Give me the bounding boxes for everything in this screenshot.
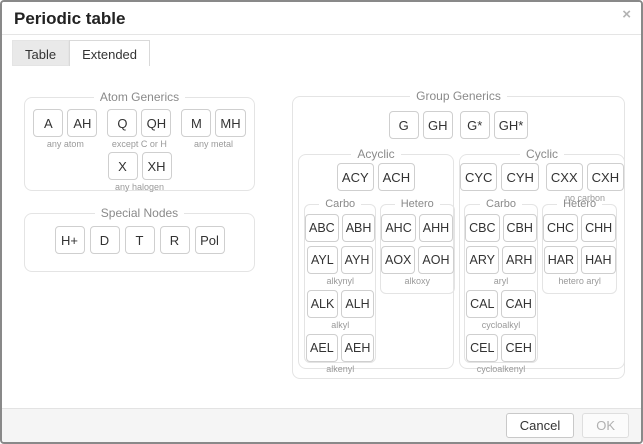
cyclic-carbo-section: Carbo CBC CBH ARY ARH aryl CAL CAH cycloalk… — [464, 198, 538, 374]
btn-cxx[interactable]: CXX — [545, 163, 583, 191]
btn-ael[interactable]: AEL — [306, 334, 338, 362]
btn-ayl[interactable]: AYL — [306, 246, 338, 274]
except-c-or-h-group: Q QH except C or H — [107, 109, 172, 149]
alkenyl-caption: alkenyl — [326, 364, 355, 374]
btn-d[interactable]: D — [89, 226, 120, 254]
cyclic-carbo-legend: Carbo — [486, 198, 516, 210]
special-nodes-row: H+ D T R Pol — [25, 226, 254, 254]
btn-ceh[interactable]: CEH — [501, 334, 536, 362]
dialog-title: Periodic table — [14, 9, 126, 28]
btn-abc[interactable]: ABC — [305, 214, 339, 242]
atom-generics-row2: X XH any halogen — [25, 152, 254, 192]
btn-gh[interactable]: GH — [422, 111, 453, 139]
btn-alh[interactable]: ALH — [341, 290, 374, 318]
cyclic-hetero-section: Hetero CHC CHH HAR HAH hetero aryl — [542, 198, 618, 294]
tab-bar: Table Extended — [12, 40, 151, 66]
btn-ayh[interactable]: AYH — [340, 246, 374, 274]
atom-generics-row1: A AH any atom Q QH except C or H M MH any m… — [25, 109, 254, 149]
btn-aox[interactable]: AOX — [381, 246, 416, 274]
alkoxy-caption: alkoxy — [404, 276, 430, 286]
cyclic-hetero-legend: Hetero — [563, 198, 597, 210]
btn-xh[interactable]: XH — [141, 152, 172, 180]
btn-cah[interactable]: CAH — [501, 290, 536, 318]
btn-gh-star[interactable]: GH* — [493, 111, 529, 139]
btn-q[interactable]: Q — [107, 109, 138, 137]
alkyl-caption: alkyl — [331, 320, 350, 330]
btn-cxh[interactable]: CXH — [586, 163, 625, 191]
tab-extended[interactable]: Extended — [69, 40, 151, 66]
special-nodes-legend: Special Nodes — [100, 206, 179, 220]
btn-qh[interactable]: QH — [141, 109, 172, 137]
atom-generics-legend: Atom Generics — [99, 90, 180, 104]
btn-alk[interactable]: ALK — [306, 290, 339, 318]
btn-cal[interactable]: CAL — [466, 290, 499, 318]
any-atom-group: A AH any atom — [33, 109, 98, 149]
acyclic-hetero-section: Hetero AHC AHH AOX AOH alkoxy — [380, 198, 455, 294]
btn-r[interactable]: R — [159, 226, 190, 254]
acyclic-carbo-legend: Carbo — [325, 198, 356, 210]
btn-ary[interactable]: ARY — [465, 246, 500, 274]
btn-x[interactable]: X — [107, 152, 138, 180]
btn-aeh[interactable]: AEH — [340, 334, 375, 362]
btn-arh[interactable]: ARH — [502, 246, 537, 274]
btn-a[interactable]: A — [33, 109, 64, 137]
cyclic-section: Cyclic CYC CYH CXX CXH no carbon — [459, 147, 626, 369]
btn-g-star[interactable]: G* — [459, 111, 490, 139]
btn-m[interactable]: M — [181, 109, 212, 137]
special-nodes-section: Special Nodes H+ D T R Pol — [24, 206, 255, 272]
cycloalkenyl-caption: cycloalkenyl — [476, 364, 526, 374]
any-metal-caption: any metal — [193, 139, 234, 149]
btn-cbh[interactable]: CBH — [502, 214, 537, 242]
btn-har[interactable]: HAR — [543, 246, 579, 274]
group-generics-section: Group Generics G GH G* GH* — [292, 89, 625, 379]
btn-acy[interactable]: ACY — [336, 163, 374, 191]
group-generics-top-row: G GH G* GH* — [293, 111, 624, 139]
tab-table[interactable]: Table — [12, 40, 70, 66]
group-generics-legend: Group Generics — [416, 89, 501, 103]
ok-button[interactable]: OK — [582, 413, 629, 438]
btn-abh[interactable]: ABH — [341, 214, 376, 242]
dialog-header: Periodic table × — [2, 2, 641, 35]
acyclic-section: Acyclic ACY ACH — [298, 147, 454, 369]
btn-h-plus[interactable]: H+ — [54, 226, 85, 254]
btn-mh[interactable]: MH — [215, 109, 246, 137]
btn-chc[interactable]: CHC — [543, 214, 579, 242]
except-c-or-h-caption: except C or H — [111, 139, 167, 149]
btn-ah[interactable]: AH — [67, 109, 98, 137]
btn-pol[interactable]: Pol — [194, 226, 225, 254]
alkynyl-caption: alkynyl — [326, 276, 354, 286]
btn-chh[interactable]: CHH — [581, 214, 617, 242]
atom-generics-section: Atom Generics A AH any atom Q QH except C … — [24, 90, 255, 192]
acyclic-hetero-legend: Hetero — [400, 198, 434, 210]
btn-g[interactable]: G — [388, 111, 419, 139]
btn-ach[interactable]: ACH — [377, 163, 416, 191]
any-atom-caption: any atom — [46, 139, 84, 149]
btn-ahc[interactable]: AHC — [381, 214, 416, 242]
btn-cyc[interactable]: CYC — [460, 163, 498, 191]
btn-cel[interactable]: CEL — [466, 334, 499, 362]
btn-aoh[interactable]: AOH — [418, 246, 454, 274]
any-metal-group: M MH any metal — [181, 109, 246, 149]
cyclic-legend: Cyclic — [526, 147, 559, 161]
btn-t[interactable]: T — [124, 226, 155, 254]
aryl-caption: aryl — [493, 276, 509, 286]
btn-cbc[interactable]: CBC — [465, 214, 500, 242]
any-halogen-group: X XH any halogen — [107, 152, 172, 192]
hetero-aryl-caption: hetero aryl — [558, 276, 601, 286]
btn-hah[interactable]: HAH — [581, 246, 616, 274]
dialog-footer: Cancel OK — [2, 408, 641, 442]
btn-ahh[interactable]: AHH — [418, 214, 454, 242]
any-halogen-caption: any halogen — [114, 182, 165, 192]
cancel-button[interactable]: Cancel — [505, 413, 575, 438]
cycloalkyl-caption: cycloalkyl — [481, 320, 521, 330]
acyclic-legend: Acyclic — [357, 147, 395, 161]
close-icon[interactable]: × — [622, 6, 631, 23]
acyclic-carbo-section: Carbo ABC ABH AYL AYH alkynyl ALK ALH alkyl… — [304, 198, 377, 374]
btn-cyh[interactable]: CYH — [501, 163, 539, 191]
